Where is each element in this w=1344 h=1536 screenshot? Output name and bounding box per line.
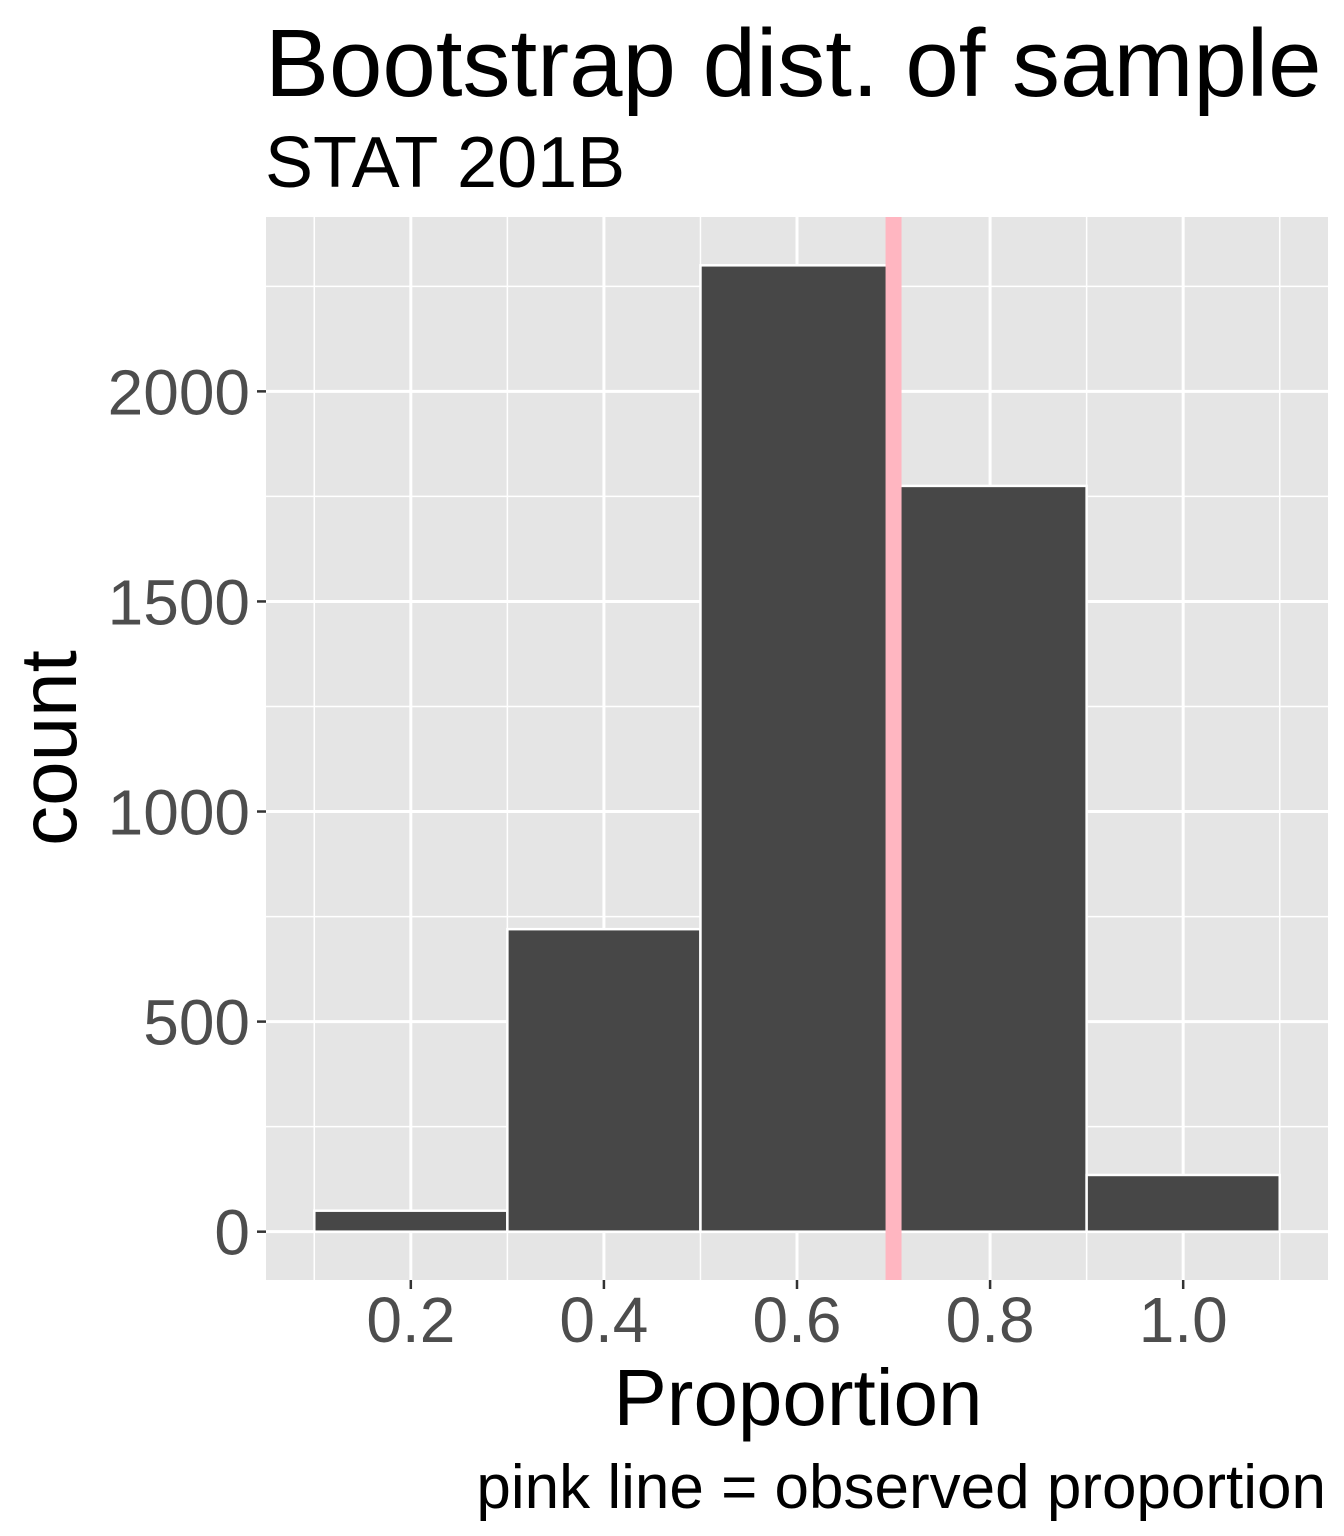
y-axis-ticks: 0 500 1000 1500 2000 — [108, 356, 266, 1269]
y-tick-label: 1500 — [108, 566, 250, 638]
chart-subtitle: STAT 201B — [265, 123, 625, 203]
y-axis-title: count — [4, 650, 93, 846]
y-tick-label: 0 — [214, 1197, 250, 1269]
x-tick-label: 0.2 — [366, 1284, 455, 1356]
x-tick-label: 0.4 — [559, 1284, 648, 1356]
y-tick-label: 2000 — [108, 356, 250, 428]
x-tick-label: 0.6 — [753, 1284, 842, 1356]
x-tick-label: 0.8 — [946, 1284, 1035, 1356]
histogram-bar — [892, 484, 1088, 1233]
y-tick-label: 1000 — [108, 777, 250, 849]
x-axis-ticks: 0.2 0.4 0.6 0.8 1.0 — [366, 1280, 1228, 1356]
histogram-bar — [699, 264, 895, 1233]
chart-caption: pink line = observed proportion — [476, 1453, 1326, 1522]
chart-title: Bootstrap dist. of sample — [265, 10, 1322, 117]
histogram-bar — [506, 927, 702, 1233]
x-axis-title: Proportion — [613, 1353, 982, 1442]
y-tick-label: 500 — [143, 987, 250, 1059]
x-tick-label: 1.0 — [1139, 1284, 1228, 1356]
histogram-bar — [313, 1209, 509, 1233]
histogram-bar — [1085, 1173, 1281, 1233]
